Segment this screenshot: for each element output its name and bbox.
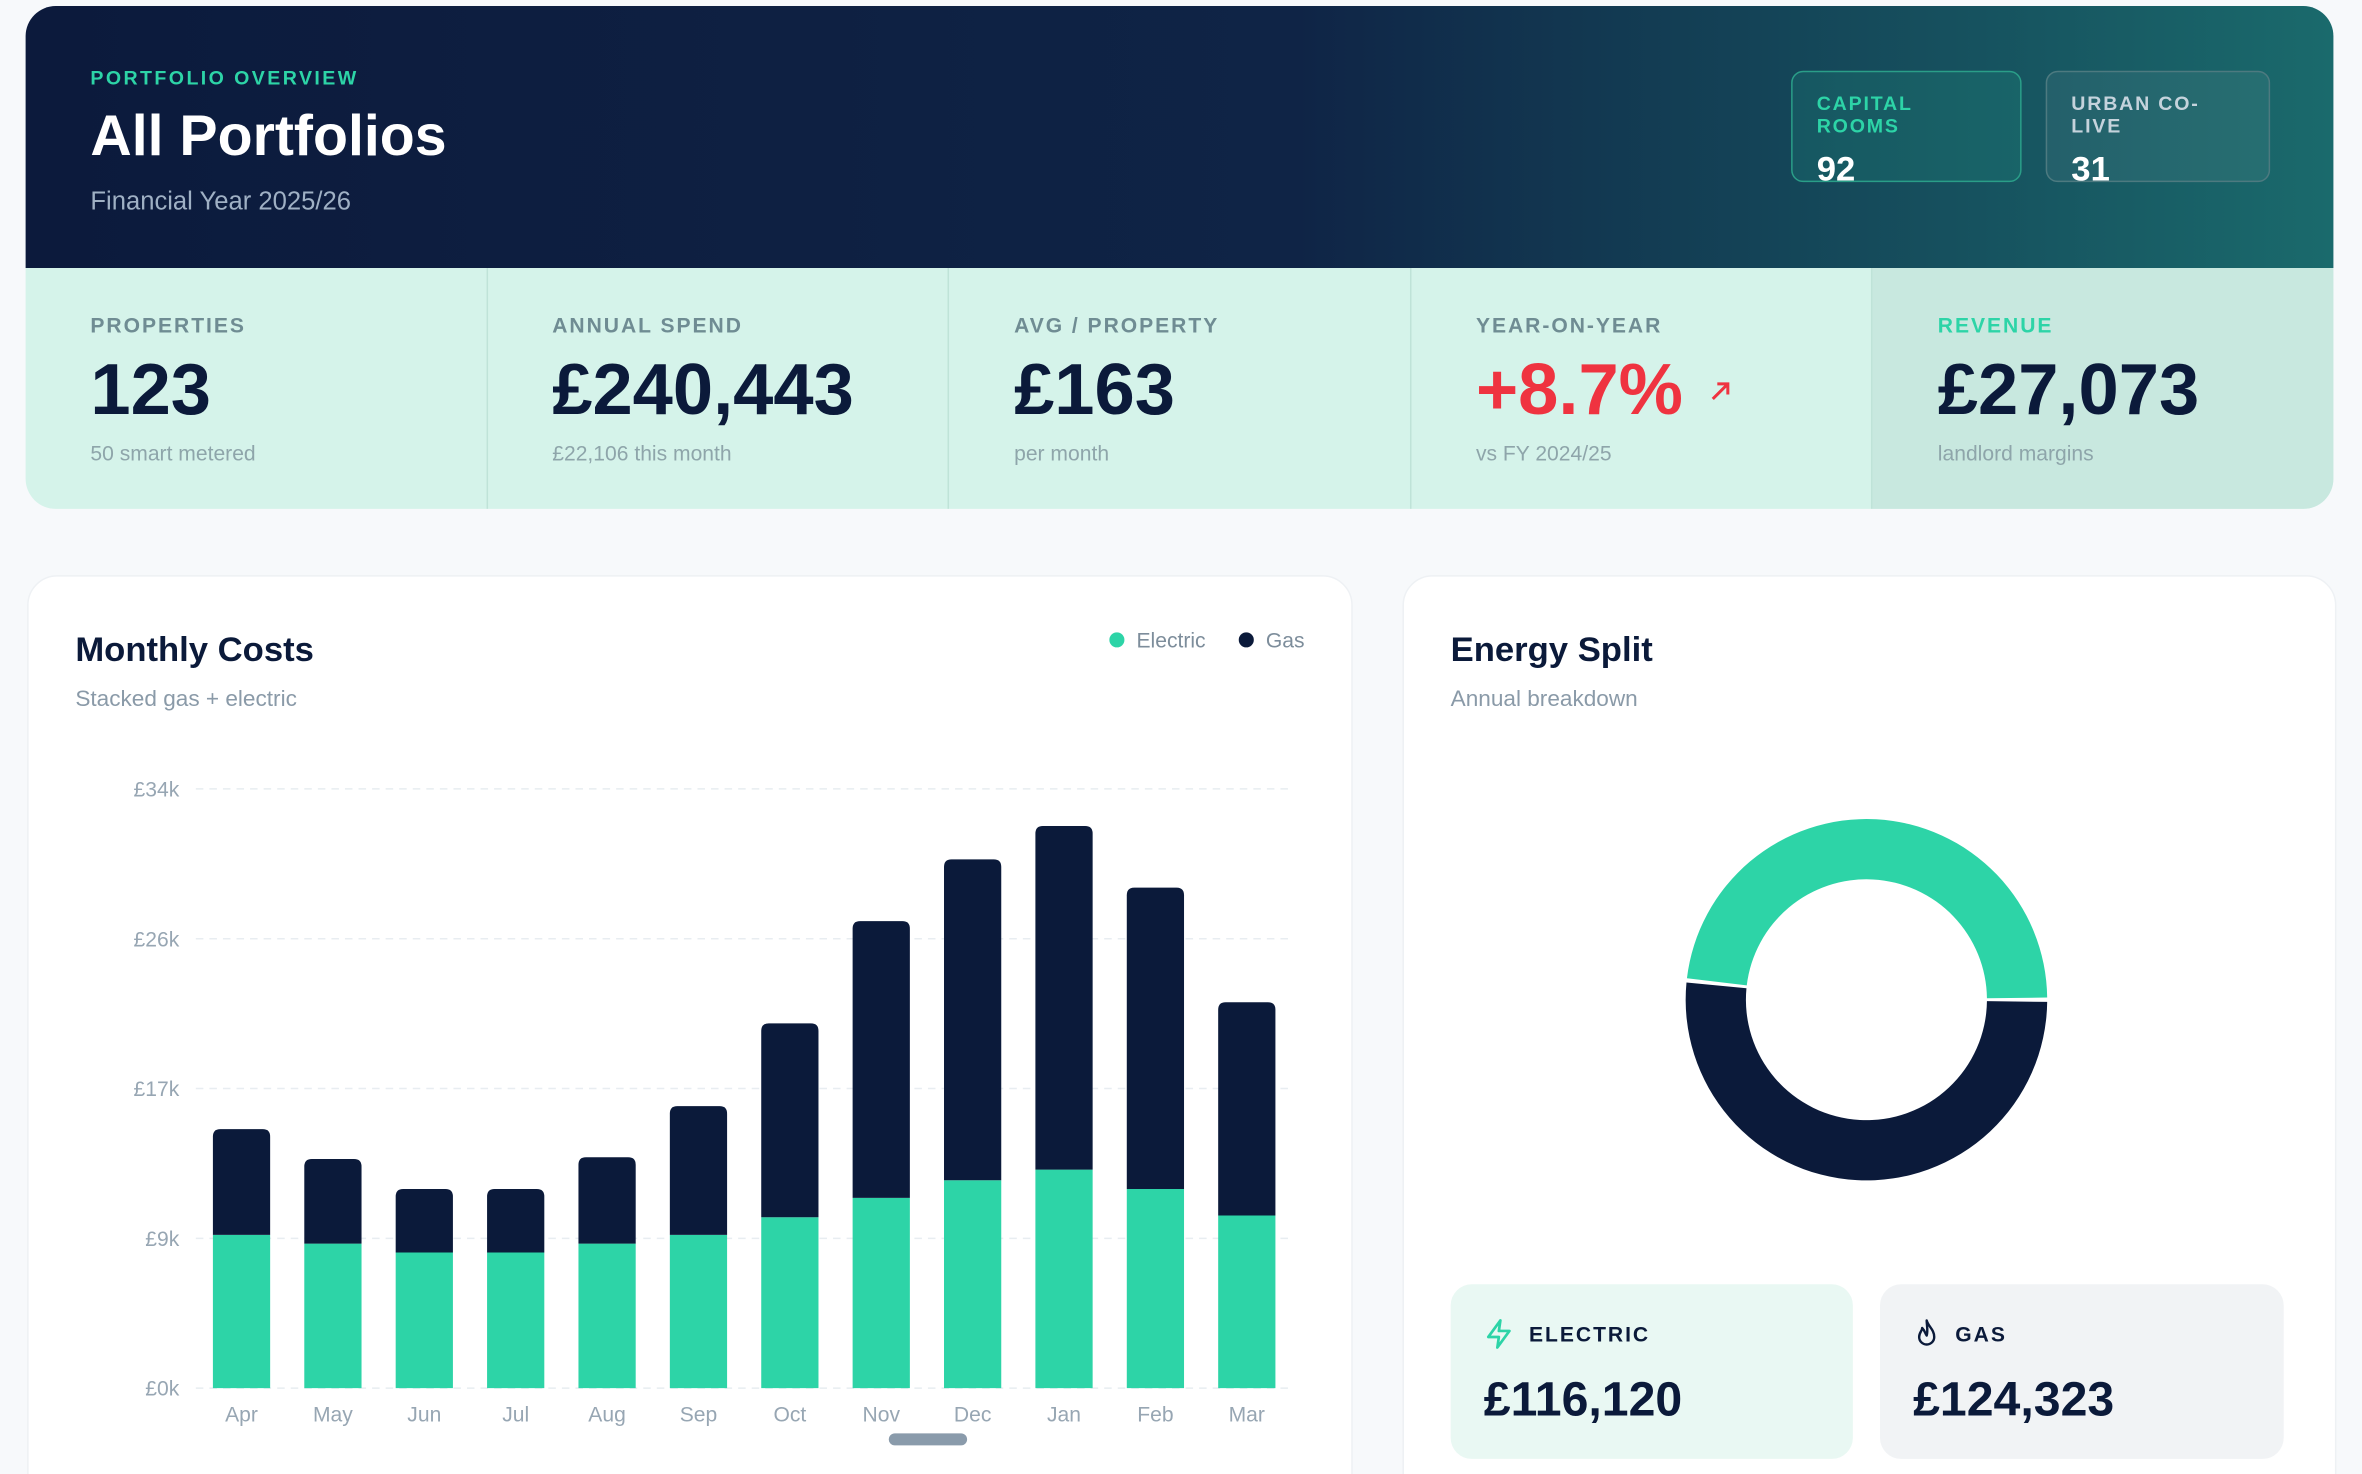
page-title: All Portfolios bbox=[90, 105, 447, 169]
mini-value: £116,120 bbox=[1483, 1371, 1683, 1426]
bar-segment bbox=[1218, 1002, 1276, 1216]
x-tick-label: Feb bbox=[1137, 1403, 1173, 1426]
scroll-indicator[interactable] bbox=[888, 1433, 968, 1446]
chart-title: Monthly Costs bbox=[75, 631, 314, 669]
badge-value: 31 bbox=[2071, 149, 2110, 189]
stat-sub: per month bbox=[1014, 441, 1110, 466]
stat-label: REVENUE bbox=[1937, 313, 2054, 338]
legend-label: Electric bbox=[1136, 629, 1205, 652]
x-tick-label: Apr bbox=[225, 1403, 258, 1426]
x-tick-label: Aug bbox=[588, 1403, 626, 1426]
eyebrow: PORTFOLIO OVERVIEW bbox=[90, 66, 359, 89]
bolt-icon bbox=[1486, 1319, 1511, 1349]
bar-segment bbox=[212, 1129, 271, 1235]
stat: YEAR-ON-YEAR +8.7% vs FY 2024/25 bbox=[1411, 267, 1874, 509]
stat-label: YEAR-ON-YEAR bbox=[1475, 313, 1663, 338]
portfolio-badge[interactable]: URBAN CO-LIVE 31 bbox=[2045, 70, 2271, 188]
mini-label-row: ELECTRIC bbox=[1484, 1317, 1853, 1350]
electric-card: ELECTRIC £116,120 bbox=[1450, 1284, 1853, 1459]
y-tick-label: £26k bbox=[134, 928, 180, 951]
bar-segment bbox=[1218, 1215, 1276, 1389]
legend-label: Gas bbox=[1266, 629, 1305, 652]
x-tick-label: Jun bbox=[407, 1403, 441, 1426]
stat-label: ANNUAL SPEND bbox=[552, 313, 743, 338]
x-tick-label: Oct bbox=[773, 1403, 806, 1426]
legend-swatch bbox=[1109, 632, 1125, 648]
x-tick-label: Sep bbox=[680, 1403, 718, 1426]
chart-subtitle: Annual breakdown bbox=[1451, 686, 1638, 711]
bar-segment bbox=[395, 1189, 453, 1253]
y-tick-label: £0k bbox=[145, 1378, 179, 1401]
bar-segment bbox=[944, 1180, 1002, 1389]
stat-value: £163 bbox=[1014, 350, 1175, 431]
y-tick-label: £34k bbox=[134, 778, 180, 801]
stat: ANNUAL SPEND £240,443 £22,106 this month bbox=[487, 267, 950, 509]
badge-label: CAPITAL ROOMS bbox=[1816, 91, 1913, 138]
portfolio-badge[interactable]: CAPITAL ROOMS 92 bbox=[1791, 70, 2022, 188]
page-subtitle: Financial Year 2025/26 bbox=[90, 186, 351, 216]
badge-label: URBAN CO-LIVE bbox=[2071, 91, 2200, 138]
bar-segment bbox=[304, 1159, 362, 1244]
chart-title: Energy Split bbox=[1451, 631, 1654, 669]
bar-segment bbox=[578, 1243, 636, 1389]
x-tick-label: May bbox=[313, 1403, 353, 1426]
y-tick-label: £17k bbox=[134, 1078, 180, 1101]
stat-label: AVG / PROPERTY bbox=[1014, 313, 1220, 338]
stat-value: £27,073 bbox=[1937, 350, 2200, 431]
bar-segment bbox=[761, 1023, 819, 1218]
stat-sub: £22,106 this month bbox=[552, 441, 732, 466]
stat-value: +8.7% bbox=[1475, 350, 1683, 431]
bar-segment bbox=[1035, 1169, 1093, 1389]
x-tick-label: Nov bbox=[862, 1403, 900, 1426]
x-tick-label: Dec bbox=[954, 1403, 991, 1426]
donut-slice bbox=[1686, 819, 2048, 999]
chart-subtitle: Stacked gas + electric bbox=[75, 686, 297, 711]
stat-label: PROPERTIES bbox=[90, 313, 246, 338]
flame-icon bbox=[1917, 1319, 1936, 1346]
stat-sub: 50 smart metered bbox=[90, 441, 256, 466]
stat-value: £240,443 bbox=[552, 350, 854, 431]
bar-segment bbox=[944, 859, 1002, 1181]
mini-label: ELECTRIC bbox=[1528, 1321, 1651, 1347]
header: PORTFOLIO OVERVIEW All Portfolios Financ… bbox=[25, 6, 2334, 268]
gas-card: GAS £124,323 bbox=[1879, 1284, 2284, 1459]
mini-label: GAS bbox=[1955, 1321, 2007, 1347]
stat-sub: landlord margins bbox=[1937, 441, 2094, 466]
bar-segment bbox=[669, 1234, 728, 1389]
trend-up-icon bbox=[1712, 381, 1730, 400]
bar-segment bbox=[761, 1217, 819, 1389]
bar-segment bbox=[852, 1197, 910, 1389]
bar-segment bbox=[304, 1243, 362, 1389]
bar-segment bbox=[212, 1234, 271, 1389]
x-tick-label: Jul bbox=[502, 1403, 529, 1426]
donut-slice bbox=[1685, 982, 2048, 1181]
mini-label-row: GAS bbox=[1913, 1317, 2284, 1350]
stat: REVENUE £27,073 landlord margins bbox=[1873, 267, 2334, 509]
stat: PROPERTIES 123 50 smart metered bbox=[26, 267, 488, 509]
legend-swatch bbox=[1238, 632, 1254, 648]
bar-segment bbox=[395, 1252, 453, 1389]
stat-value-row: +8.7% bbox=[1476, 349, 1872, 432]
x-tick-label: Jan bbox=[1047, 1403, 1081, 1426]
bar-segment bbox=[487, 1189, 545, 1253]
stats-row: PROPERTIES 123 50 smart metered ANNUAL SPE… bbox=[25, 267, 2334, 509]
stat-sub: vs FY 2024/25 bbox=[1475, 441, 1612, 466]
mini-value: £124,323 bbox=[1913, 1371, 2115, 1426]
bar-segment bbox=[852, 921, 910, 1198]
stat-value: 123 bbox=[90, 350, 212, 431]
bar-segment bbox=[1126, 1189, 1185, 1389]
bar-segment bbox=[669, 1106, 728, 1235]
badge-value: 92 bbox=[1816, 149, 1856, 189]
stat: AVG / PROPERTY £163 per month bbox=[949, 267, 1412, 509]
bar-segment bbox=[1126, 887, 1185, 1190]
x-tick-label: Mar bbox=[1229, 1403, 1265, 1426]
bar-segment bbox=[487, 1252, 545, 1389]
bar-segment bbox=[1035, 825, 1093, 1170]
bar-segment bbox=[578, 1157, 636, 1244]
y-tick-label: £9k bbox=[145, 1228, 179, 1251]
